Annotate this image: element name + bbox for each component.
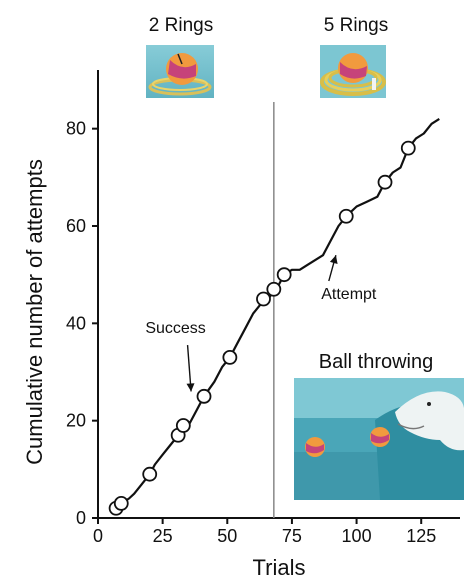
success-marker <box>266 281 282 297</box>
x-axis-title: Trials <box>253 555 306 580</box>
condition-label-5-rings: 5 Rings <box>324 15 388 36</box>
condition-label-2-rings: 2 Rings <box>149 15 213 36</box>
success-marker <box>113 495 129 511</box>
success-marker <box>400 140 416 156</box>
success-marker <box>175 418 191 433</box>
y-axis-title: Cumulative number of attempts <box>22 159 47 465</box>
annotation-arrow-head <box>329 255 338 264</box>
y-tick-label: 20 <box>66 411 86 431</box>
success-marker <box>196 388 212 404</box>
y-tick-label: 40 <box>66 313 86 333</box>
x-tick-label: 0 <box>93 526 103 546</box>
success-marker <box>256 291 271 307</box>
y-tick-label: 80 <box>66 119 86 139</box>
success-marker <box>222 349 238 365</box>
y-tick-label: 60 <box>66 216 86 236</box>
x-tick-label: 50 <box>217 526 237 546</box>
success-marker <box>276 267 292 283</box>
success-marker <box>377 174 393 190</box>
x-tick-label: 100 <box>342 526 372 546</box>
annotation-label: Success <box>145 320 205 337</box>
two-rings-photo <box>146 45 214 98</box>
x-tick-label: 125 <box>406 526 436 546</box>
x-tick-label: 75 <box>282 526 302 546</box>
y-tick-label: 0 <box>76 508 86 528</box>
success-marker <box>142 466 158 482</box>
inset-label-ball-throwing: Ball throwing <box>319 351 434 373</box>
ball-throwing-photo <box>294 378 464 500</box>
annotation-label: Attempt <box>321 286 377 303</box>
success-marker <box>338 208 354 224</box>
five-rings-photo <box>320 45 386 98</box>
annotation-arrow-head <box>186 383 195 392</box>
x-tick-label: 25 <box>153 526 173 546</box>
